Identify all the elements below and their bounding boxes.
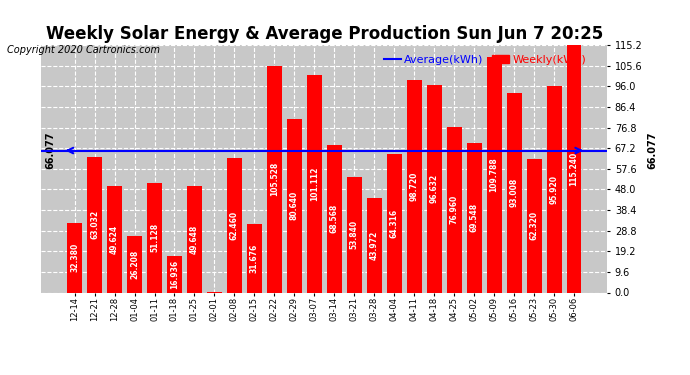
Text: 32.380: 32.380 [70,243,79,272]
Text: 109.788: 109.788 [490,157,499,192]
Text: 63.032: 63.032 [90,210,99,239]
Bar [386,154,402,292]
Bar [67,223,82,292]
Bar [347,177,362,292]
Text: 95.920: 95.920 [549,175,558,204]
Text: 98.720: 98.720 [410,172,419,201]
Text: 93.008: 93.008 [510,178,519,207]
Text: Copyright 2020 Cartronics.com: Copyright 2020 Cartronics.com [7,45,160,55]
Bar [267,66,282,292]
Text: 68.568: 68.568 [330,204,339,234]
Bar [227,158,242,292]
Bar [526,159,542,292]
Bar [247,225,262,292]
Text: 76.960: 76.960 [450,195,459,225]
Text: 31.676: 31.676 [250,244,259,273]
Text: 62.320: 62.320 [529,211,538,240]
Text: 69.548: 69.548 [470,203,479,232]
Text: 105.528: 105.528 [270,162,279,196]
Text: 16.936: 16.936 [170,260,179,289]
Bar [187,186,202,292]
Bar [327,145,342,292]
Bar [486,57,502,292]
Bar [566,45,582,292]
Text: 96.632: 96.632 [430,174,439,203]
Bar [406,80,422,292]
Bar [87,157,102,292]
Text: 49.624: 49.624 [110,225,119,254]
Text: 49.648: 49.648 [190,225,199,254]
Bar [147,183,162,292]
Title: Weekly Solar Energy & Average Production Sun Jun 7 20:25: Weekly Solar Energy & Average Production… [46,26,603,44]
Bar [426,85,442,292]
Bar [446,127,462,292]
Text: 64.316: 64.316 [390,209,399,238]
Bar [167,256,182,292]
Bar [506,93,522,292]
Text: 66.077: 66.077 [46,132,56,169]
Bar [287,119,302,292]
Bar [546,86,562,292]
Text: 115.240: 115.240 [569,152,578,186]
Text: 80.640: 80.640 [290,191,299,220]
Text: 62.460: 62.460 [230,211,239,240]
Text: 53.840: 53.840 [350,220,359,249]
Text: 66.077: 66.077 [647,132,658,169]
Bar [367,198,382,292]
Bar [307,75,322,292]
Bar [127,236,142,292]
Legend: Average(kWh), Weekly(kWh): Average(kWh), Weekly(kWh) [380,51,591,69]
Text: 26.208: 26.208 [130,250,139,279]
Text: 51.128: 51.128 [150,223,159,252]
Text: 101.112: 101.112 [310,167,319,201]
Bar [107,186,122,292]
Text: 43.972: 43.972 [370,231,379,260]
Bar [466,143,482,292]
